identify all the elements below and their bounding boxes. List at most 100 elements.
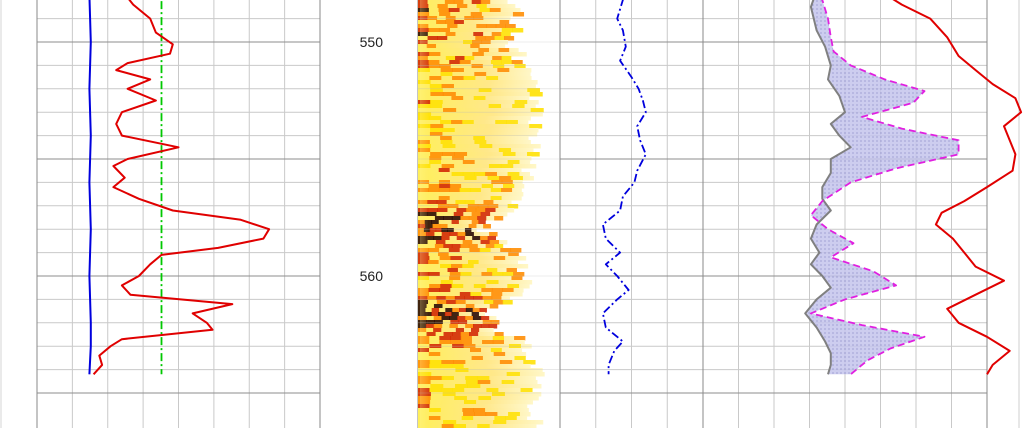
image-cell <box>492 64 505 69</box>
image-cell <box>465 232 474 237</box>
image-cell <box>462 240 473 245</box>
image-cell <box>514 336 526 341</box>
image-cell <box>507 204 519 209</box>
image-cell <box>429 160 442 165</box>
image-cell <box>468 244 478 249</box>
image-cell <box>460 336 472 341</box>
image-cell <box>434 216 444 221</box>
image-cell <box>501 380 515 385</box>
image-row <box>418 32 511 37</box>
image-cell <box>441 232 451 237</box>
image-cell <box>418 340 430 345</box>
image-cell <box>418 336 430 341</box>
image-cell <box>451 364 464 369</box>
image-cell <box>428 288 440 293</box>
image-cell <box>418 200 428 205</box>
image-cell <box>418 240 428 245</box>
image-cell <box>487 236 497 241</box>
image-cell <box>440 136 452 141</box>
image-cell <box>514 356 526 361</box>
log-curve-track4-2 <box>810 0 960 375</box>
image-cell <box>445 308 453 313</box>
image-cell <box>436 20 446 25</box>
image-cell <box>433 328 442 333</box>
image-cell <box>418 396 431 401</box>
image-cell <box>491 288 504 293</box>
image-cell <box>474 140 487 145</box>
image-cell <box>472 236 481 241</box>
image-cell <box>427 16 438 21</box>
image-cell <box>439 184 451 189</box>
image-cell <box>511 60 523 65</box>
image-cell <box>480 240 491 245</box>
image-cell <box>455 384 468 389</box>
image-cell <box>430 92 444 97</box>
image-cell <box>529 124 543 129</box>
image-edge-fade <box>423 0 424 428</box>
image-cell <box>439 336 451 341</box>
image-cell <box>418 8 429 13</box>
image-row <box>418 28 523 33</box>
image-cell <box>447 268 458 273</box>
image-cell <box>418 24 429 29</box>
image-cell <box>418 104 431 109</box>
image-cell <box>460 216 470 221</box>
image-cell <box>428 52 441 57</box>
curve-fill-area <box>805 0 959 375</box>
image-cell <box>491 292 503 297</box>
image-cell <box>480 212 491 217</box>
image-cell <box>502 288 514 293</box>
image-cell <box>486 76 499 81</box>
image-cell <box>489 232 498 237</box>
depth-tick-label: 560 <box>360 268 384 284</box>
image-cell <box>450 336 462 341</box>
image-row <box>418 44 506 49</box>
image-cell <box>429 84 443 89</box>
image-edge-fade <box>425 0 426 428</box>
image-cell <box>467 204 479 209</box>
image-cell <box>447 24 458 29</box>
image-row <box>418 304 498 309</box>
image-row <box>418 368 543 373</box>
image-cell <box>474 72 487 77</box>
image-cell <box>418 144 431 149</box>
image-cell <box>441 360 454 365</box>
image-cell <box>418 124 431 129</box>
image-cell <box>471 0 482 5</box>
image-cell <box>439 224 448 229</box>
image-cell <box>489 304 499 309</box>
image-cell <box>529 92 543 97</box>
image-cell <box>499 360 513 365</box>
image-row <box>418 104 536 109</box>
image-cell <box>451 220 459 225</box>
image-cell <box>441 376 454 381</box>
image-cell <box>428 272 440 277</box>
image-cell <box>500 164 514 169</box>
image-cell <box>463 76 476 81</box>
image-cell <box>489 8 501 13</box>
image-cell <box>435 228 443 233</box>
image-row <box>418 196 522 201</box>
image-cell <box>418 188 429 193</box>
image-cell <box>431 312 439 317</box>
image-cell <box>440 280 453 285</box>
image-cell <box>443 108 457 113</box>
image-cell <box>433 324 443 329</box>
image-cell <box>418 276 429 281</box>
image-cell <box>428 184 440 189</box>
image-cell <box>418 252 429 257</box>
image-row <box>418 148 534 153</box>
image-cell <box>426 212 437 217</box>
image-cell <box>483 300 494 305</box>
image-cell <box>494 36 505 41</box>
image-edge-fade <box>420 0 421 428</box>
image-cell <box>507 172 520 177</box>
image-cell <box>479 236 489 241</box>
image-cell <box>503 36 515 41</box>
image-cell <box>490 196 502 201</box>
image-cell <box>442 128 455 133</box>
image-cell <box>449 272 461 277</box>
image-row <box>418 276 522 281</box>
image-cell <box>468 260 479 265</box>
image-edge-fade <box>424 0 425 428</box>
